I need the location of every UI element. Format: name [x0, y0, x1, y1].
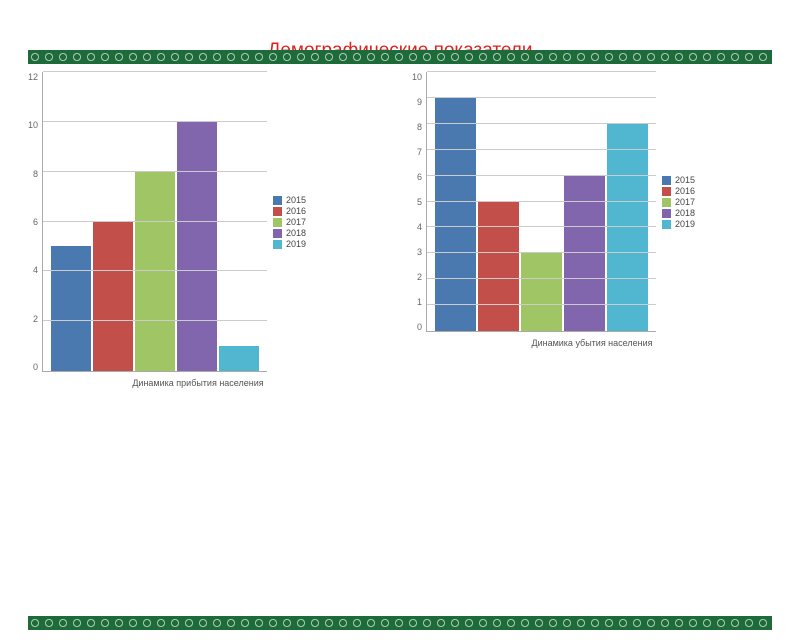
gridline	[427, 149, 656, 150]
chart1-yaxis: 12 10 8 6 4 2 0	[28, 72, 42, 372]
legend-swatch	[273, 207, 282, 216]
legend-swatch	[662, 176, 671, 185]
legend-item-2019: 2019	[662, 219, 695, 229]
legend-label: 2017	[286, 217, 306, 227]
ytick: 10	[28, 120, 38, 130]
chart2-legend: 20152016201720182019	[662, 174, 695, 230]
charts-container: 121086420 20152016201720182019 Динамика …	[0, 62, 800, 388]
legend-swatch	[662, 198, 671, 207]
bar-2019	[219, 346, 259, 371]
legend-swatch	[662, 187, 671, 196]
legend-label: 2015	[286, 195, 306, 205]
bar-2016	[93, 222, 133, 372]
decorative-border-bottom	[28, 616, 772, 630]
bar-2015	[51, 246, 91, 371]
decorative-border-top	[28, 50, 772, 64]
ytick: 5	[417, 197, 422, 207]
bar-2018	[177, 122, 217, 371]
chart1-plot	[42, 72, 267, 372]
chart2-xlabel: Динамика убытия населения	[412, 338, 772, 348]
ytick: 1	[417, 297, 422, 307]
gridline	[43, 71, 267, 72]
legend-label: 2019	[286, 239, 306, 249]
ytick: 10	[412, 72, 422, 82]
ytick: 4	[33, 265, 38, 275]
chart-arrivals: 12 10 8 6 4 2 0 20152016201720182019 Динамика …	[28, 72, 368, 388]
ytick: 9	[417, 97, 422, 107]
ytick: 8	[33, 169, 38, 179]
chart-departures: 109876543210 20152016201720182019 Динами…	[412, 72, 772, 388]
legend-label: 2019	[675, 219, 695, 229]
bar-2015	[435, 98, 476, 331]
ytick: 12	[28, 72, 38, 82]
legend-item-2015: 2015	[273, 195, 306, 205]
bar-2016	[478, 202, 519, 332]
legend-swatch	[273, 229, 282, 238]
ytick: 2	[417, 272, 422, 282]
gridline	[43, 320, 267, 321]
legend-label: 2018	[286, 228, 306, 238]
legend-swatch	[273, 218, 282, 227]
legend-label: 2015	[675, 175, 695, 185]
legend-item-2016: 2016	[273, 206, 306, 216]
legend-label: 2017	[675, 197, 695, 207]
ytick: 0	[417, 322, 422, 332]
legend-item-2016: 2016	[662, 186, 695, 196]
legend-swatch	[662, 220, 671, 229]
ytick: 0	[33, 362, 38, 372]
legend-item-2017: 2017	[273, 217, 306, 227]
legend-item-2015: 2015	[662, 175, 695, 185]
gridline	[43, 121, 267, 122]
gridline	[427, 123, 656, 124]
gridline	[427, 175, 656, 176]
legend-item-2017: 2017	[662, 197, 695, 207]
bar-2019	[607, 124, 648, 331]
ytick: 7	[417, 147, 422, 157]
gridline	[427, 252, 656, 253]
gridline	[427, 97, 656, 98]
legend-swatch	[273, 196, 282, 205]
legend-swatch	[273, 240, 282, 249]
gridline	[427, 71, 656, 72]
chart1-bars	[43, 72, 267, 371]
chart2-bars	[427, 72, 656, 331]
legend-item-2018: 2018	[273, 228, 306, 238]
chart1-legend: 20152016201720182019	[273, 194, 306, 250]
gridline	[427, 226, 656, 227]
legend-item-2019: 2019	[273, 239, 306, 249]
ytick: 4	[417, 222, 422, 232]
gridline	[427, 304, 656, 305]
gridline	[43, 221, 267, 222]
ytick: 6	[33, 217, 38, 227]
gridline	[43, 270, 267, 271]
legend-label: 2016	[675, 186, 695, 196]
legend-label: 2018	[675, 208, 695, 218]
legend-label: 2016	[286, 206, 306, 216]
ytick: 2	[33, 314, 38, 324]
gridline	[43, 171, 267, 172]
chart1-xlabel: Динамика прибытия населения	[28, 378, 368, 388]
ytick: 6	[417, 172, 422, 182]
chart2-plot	[426, 72, 656, 332]
chart2-yaxis: 109876543210	[412, 72, 426, 332]
ytick: 8	[417, 122, 422, 132]
gridline	[427, 278, 656, 279]
legend-swatch	[662, 209, 671, 218]
legend-item-2018: 2018	[662, 208, 695, 218]
ytick: 3	[417, 247, 422, 257]
bar-2017	[521, 253, 562, 331]
gridline	[427, 201, 656, 202]
